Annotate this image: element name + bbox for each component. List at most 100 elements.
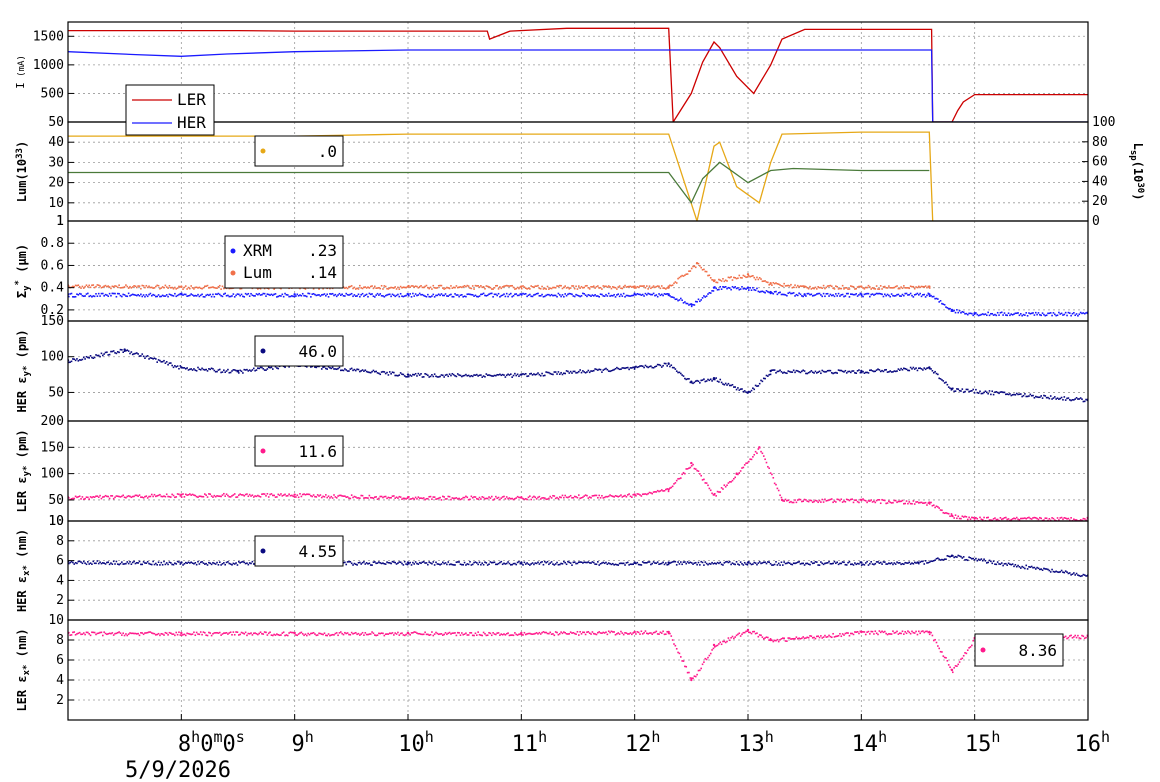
y-tick-label: 1500 [33, 29, 64, 44]
data-point [737, 277, 739, 279]
data-point [565, 633, 568, 635]
data-point [606, 633, 609, 636]
data-point [295, 295, 297, 297]
data-point [1007, 312, 1010, 315]
data-point [966, 388, 969, 391]
data-point [636, 493, 639, 495]
data-point [267, 288, 270, 290]
data-point [771, 639, 773, 642]
data-point [107, 632, 110, 635]
data-point [458, 497, 460, 500]
data-point [731, 383, 734, 386]
data-point [310, 495, 312, 497]
data-point [149, 495, 152, 498]
data-point [592, 369, 595, 372]
data-point [167, 287, 169, 289]
data-point [1041, 569, 1044, 571]
data-point [130, 351, 133, 353]
data-point [994, 391, 996, 394]
data-point [613, 293, 615, 296]
data-point [1068, 312, 1071, 314]
y2-tick-label: 20 [1092, 194, 1108, 209]
data-point [737, 287, 739, 289]
data-point [218, 368, 221, 371]
data-point [299, 287, 301, 290]
data-point [297, 496, 300, 499]
data-point [395, 288, 398, 290]
data-point [934, 559, 936, 561]
data-point [194, 294, 197, 297]
data-point [511, 634, 513, 636]
data-point [874, 630, 877, 633]
data-point [193, 295, 195, 297]
data-point [448, 287, 451, 290]
data-point [844, 295, 847, 297]
data-point [380, 562, 383, 565]
data-point [451, 632, 454, 634]
data-point [184, 285, 187, 287]
data-point [344, 561, 346, 564]
data-point [542, 295, 545, 298]
data-point [429, 296, 432, 298]
data-point [1005, 516, 1007, 519]
data-point [651, 633, 654, 636]
data-point [360, 370, 362, 372]
data-point [851, 293, 853, 296]
data-point [477, 285, 479, 287]
data-point [410, 498, 413, 500]
data-point [522, 497, 524, 500]
data-point [992, 314, 995, 316]
data-point [612, 495, 614, 498]
data-point [446, 373, 448, 376]
data-point [466, 634, 469, 636]
data-point [102, 634, 104, 637]
data-point [901, 499, 904, 502]
data-point [741, 388, 743, 390]
data-point [791, 292, 794, 295]
data-point [617, 632, 620, 634]
data-point [822, 563, 825, 566]
data-point [788, 637, 791, 639]
data-point [357, 293, 360, 296]
data-point [855, 563, 858, 566]
data-point [927, 292, 930, 295]
data-point [712, 376, 716, 380]
data-point [168, 495, 171, 498]
data-point [603, 368, 606, 371]
data-point [164, 631, 167, 634]
data-point [218, 284, 221, 287]
y-tick-label: 40 [48, 135, 64, 150]
data-point [369, 293, 372, 296]
data-point [757, 385, 760, 387]
data-point [617, 367, 620, 370]
data-point [896, 630, 898, 633]
data-point [816, 293, 818, 295]
data-point [613, 286, 615, 289]
data-point [1005, 314, 1007, 316]
data-point [928, 501, 931, 504]
legend-label-HER: HER [177, 113, 206, 132]
data-point [719, 491, 722, 493]
data-point [224, 371, 226, 374]
data-point [701, 297, 704, 299]
data-point [641, 561, 644, 563]
data-point [171, 563, 173, 566]
data-point [760, 450, 762, 453]
data-point [216, 561, 218, 564]
data-point [810, 370, 813, 372]
data-point [329, 366, 331, 369]
data-point [497, 288, 500, 290]
data-point [489, 497, 492, 499]
data-point [1052, 312, 1055, 314]
data-point [208, 631, 210, 634]
data-point [597, 285, 599, 287]
data-point [777, 640, 780, 643]
data-point [646, 365, 648, 368]
data-point [580, 285, 583, 288]
data-point [699, 473, 701, 475]
data-point [599, 497, 602, 499]
data-point [620, 630, 622, 633]
data-point [636, 285, 639, 288]
data-point [129, 295, 131, 297]
data-point [945, 306, 947, 308]
